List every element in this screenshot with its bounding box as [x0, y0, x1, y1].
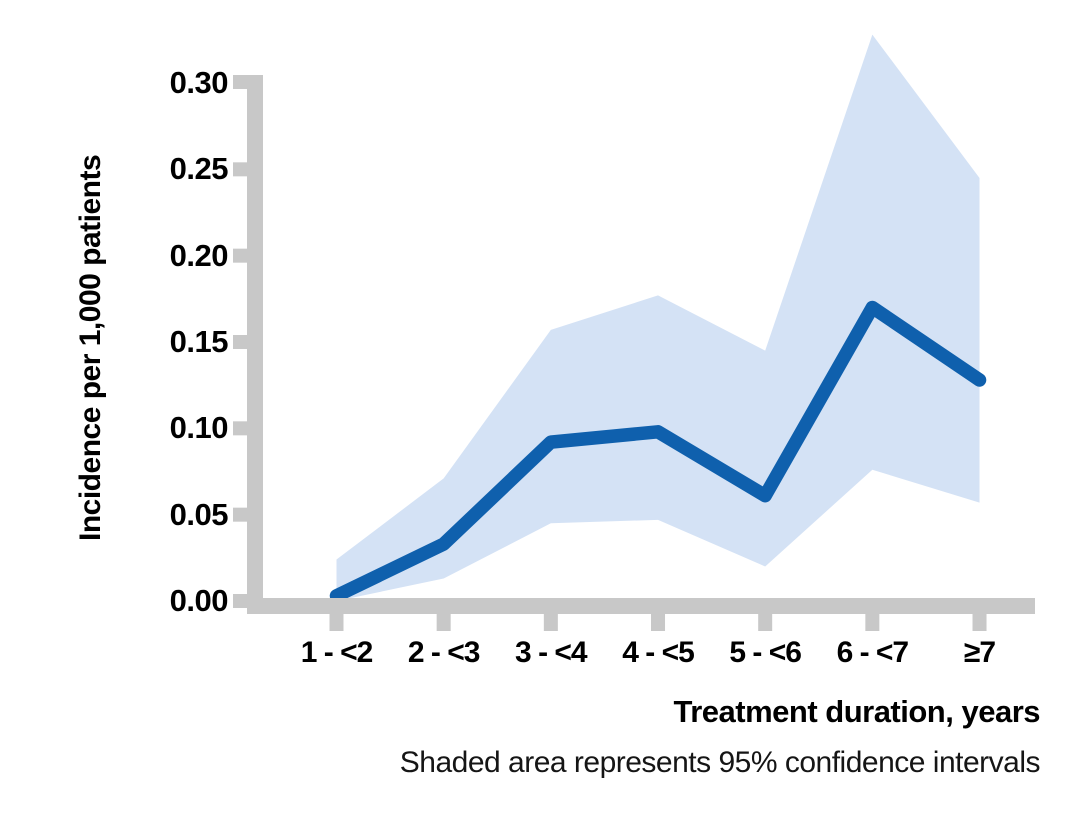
x-tick-label: 1 - <2: [300, 636, 374, 669]
y-tick-mark: [233, 594, 247, 608]
x-axis-title: Treatment duration, years: [673, 694, 1040, 729]
axes: [233, 75, 1035, 631]
y-axis-line: [247, 75, 263, 614]
y-axis-title: Incidence per 1,000 patients: [74, 154, 107, 542]
x-tick-mark: [651, 614, 666, 631]
y-tick-label: 0.25: [169, 151, 229, 187]
x-tick-label: 6 - <7: [836, 636, 910, 669]
y-tick-label: 0.10: [169, 410, 229, 446]
confidence-band-area: [336, 34, 980, 602]
x-tick-mark: [329, 614, 344, 631]
x-tick-mark: [758, 614, 773, 631]
y-tick-label: 0.30: [169, 65, 229, 100]
y-tick-mark: [233, 507, 247, 522]
x-axis-line: [247, 598, 1035, 614]
y-tick-label: 0.05: [169, 496, 229, 532]
x-tick-label: 3 - <4: [515, 636, 588, 669]
x-tick-label: 5 - <6: [729, 636, 802, 669]
x-tick-label: 2 - <3: [407, 636, 481, 669]
y-tick-mark: [233, 421, 247, 436]
x-tick-mark: [436, 614, 451, 631]
x-tick-mark: [543, 614, 558, 631]
x-tick-label: ≥7: [963, 636, 996, 669]
y-tick-mark: [233, 335, 247, 349]
y-tick-label: 0.00: [169, 583, 229, 618]
y-tick-mark: [233, 162, 247, 177]
y-tick-mark: [233, 75, 247, 89]
x-tick-mark: [865, 614, 880, 631]
x-tick-label: 4 - <5: [622, 636, 695, 669]
x-tick-mark: [972, 614, 987, 631]
caption: Shaded area represents 95% confidence in…: [399, 746, 1041, 779]
y-tick-label: 0.15: [169, 324, 229, 359]
incidence-line: [329, 300, 987, 603]
y-tick-mark: [233, 248, 247, 263]
y-tick-label: 0.20: [169, 237, 229, 273]
